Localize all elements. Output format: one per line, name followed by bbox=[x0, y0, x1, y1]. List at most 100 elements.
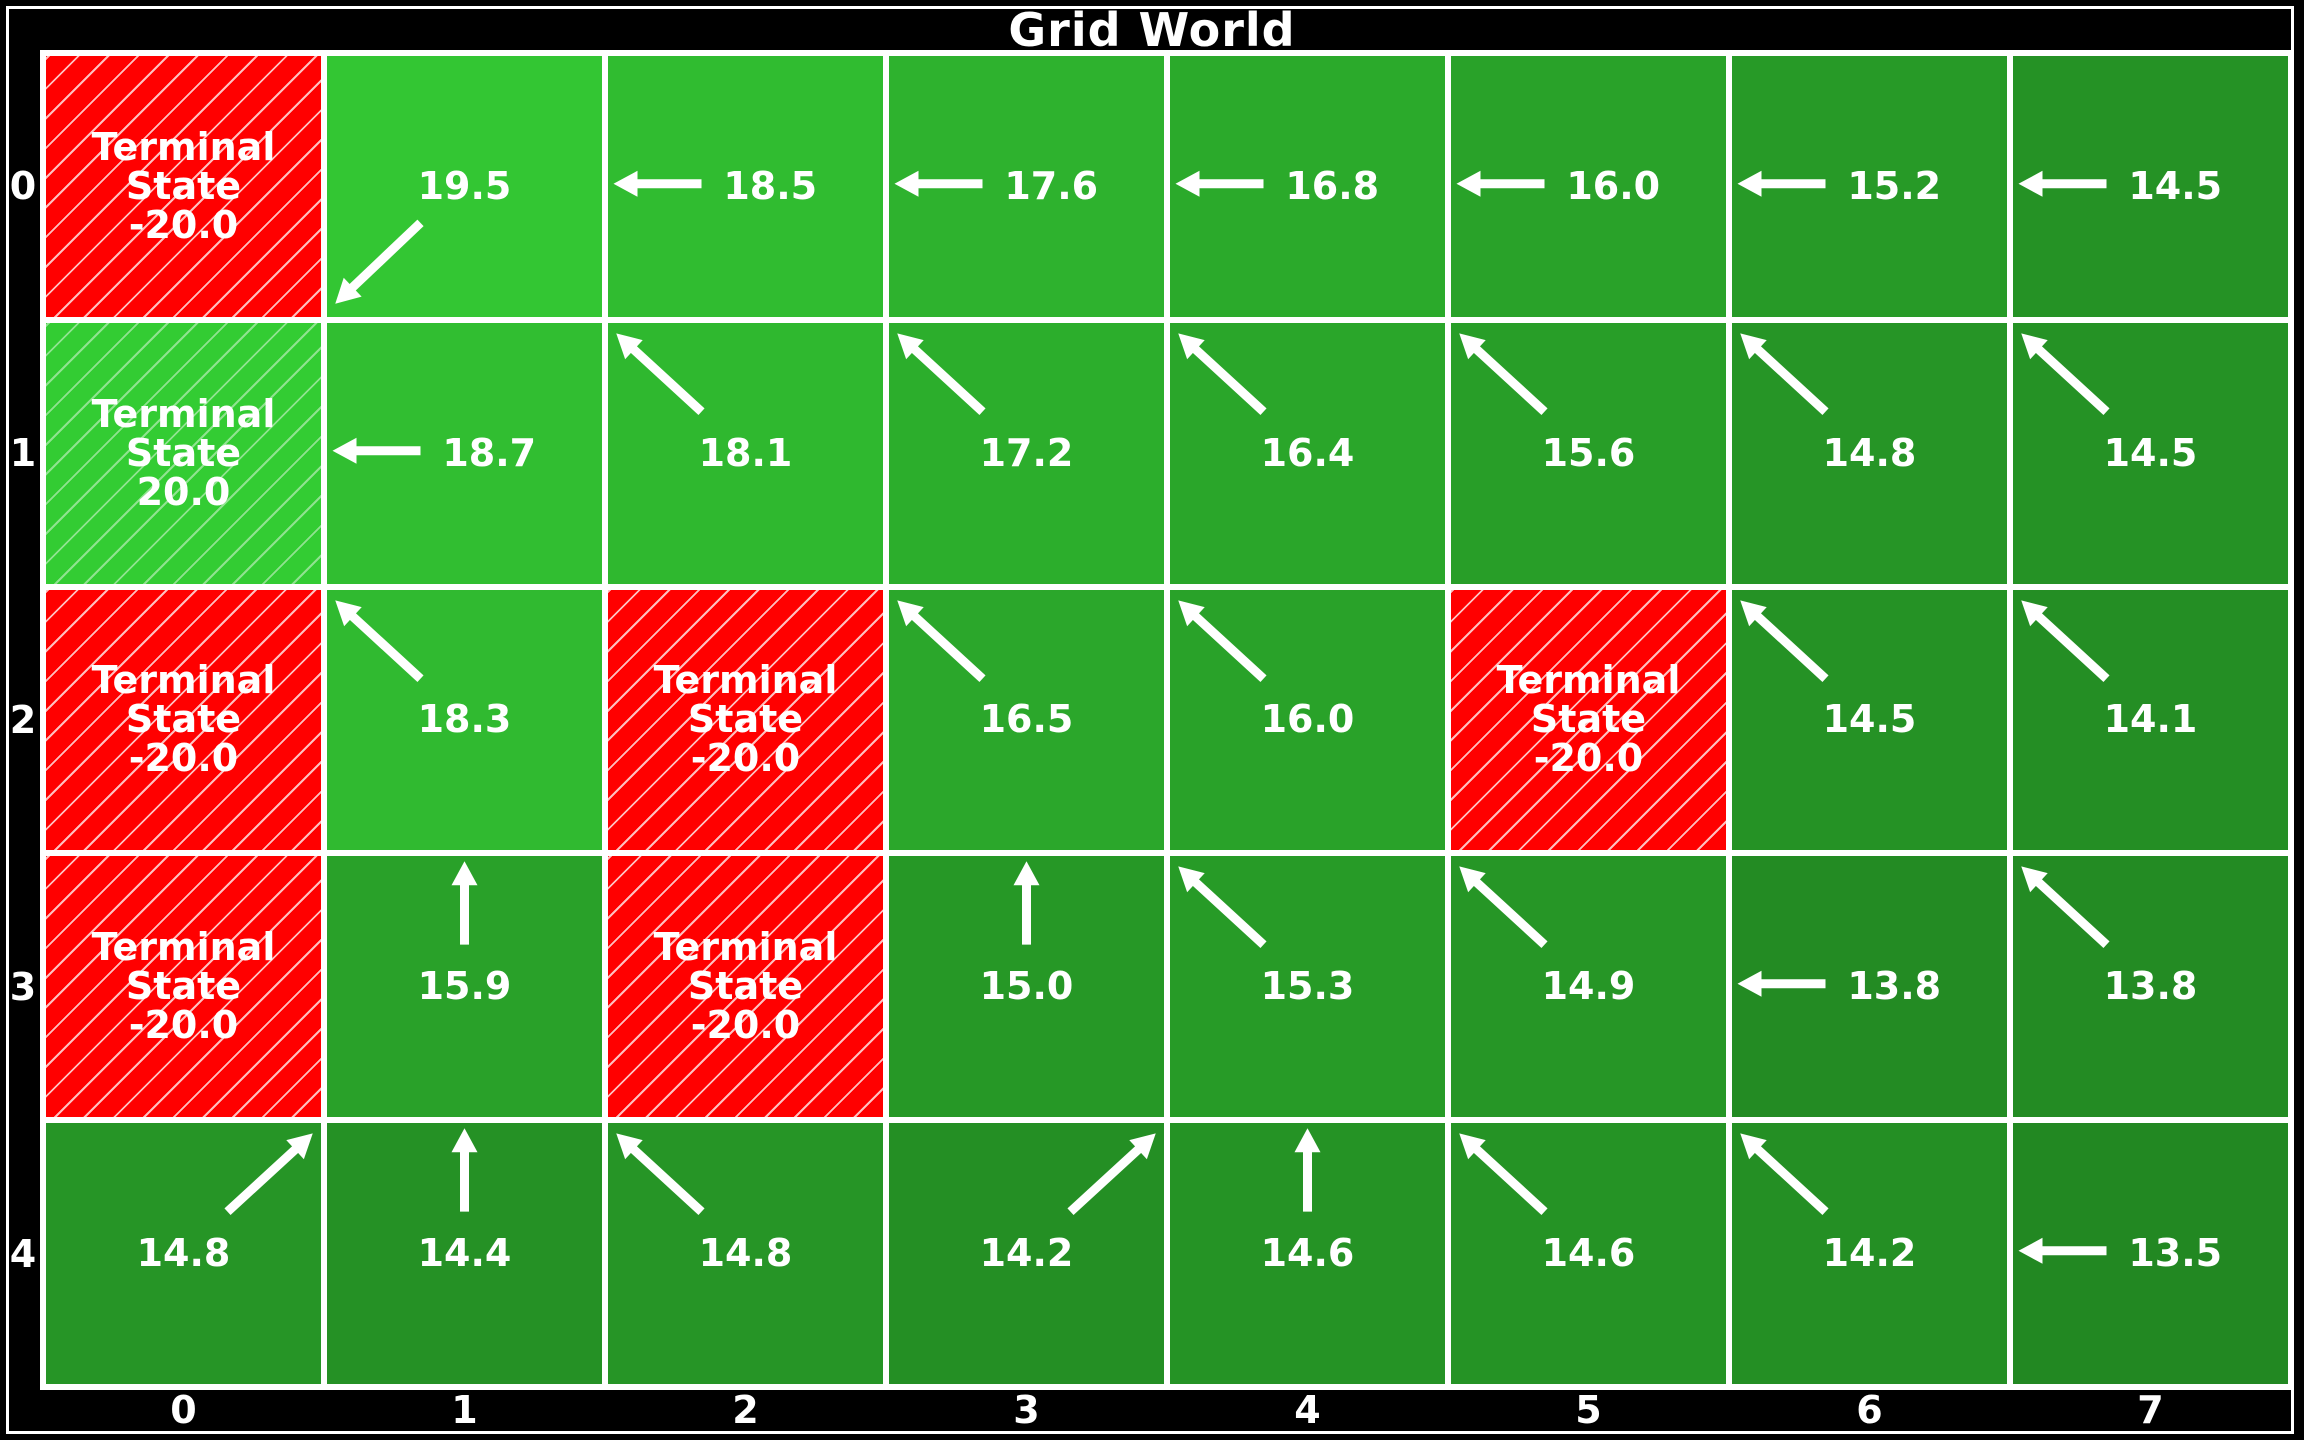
policy-arrow-head bbox=[451, 1128, 478, 1153]
policy-arrow-up-right-icon bbox=[1067, 1133, 1156, 1216]
policy-arrow-shaft bbox=[1067, 1145, 1143, 1216]
state-cell-1-3: 17.2 bbox=[889, 322, 1164, 584]
state-cell-4-3: 14.2 bbox=[889, 1123, 1164, 1384]
policy-arrow-up-left-icon bbox=[1740, 1133, 1829, 1216]
policy-arrow-head bbox=[894, 170, 919, 197]
state-value: 15.6 bbox=[1541, 430, 1636, 475]
policy-arrow-up-left-icon bbox=[335, 600, 424, 682]
policy-arrow-head bbox=[286, 1133, 313, 1160]
state-value: 16.4 bbox=[1260, 430, 1355, 475]
state-cell-3-5: 14.9 bbox=[1451, 856, 1726, 1118]
policy-arrow-head bbox=[1459, 333, 1486, 360]
policy-arrow-up-left-icon bbox=[2021, 600, 2110, 682]
policy-arrow-up-left-icon bbox=[1178, 866, 1267, 949]
policy-arrow-head bbox=[2021, 600, 2048, 626]
policy-arrow-head bbox=[1459, 1133, 1486, 1160]
state-value: 16.8 bbox=[1285, 163, 1380, 208]
policy-arrow-up-icon bbox=[1294, 1128, 1321, 1212]
state-value: 14.6 bbox=[1541, 1231, 1636, 1276]
state-value: 18.5 bbox=[723, 163, 818, 208]
terminal-label: Terminal State -20.0 bbox=[653, 925, 838, 1048]
policy-arrow-head bbox=[2018, 170, 2043, 197]
policy-arrow-up-left-icon bbox=[897, 600, 986, 682]
terminal-cell-1-0: Terminal State 20.0 bbox=[46, 322, 321, 584]
policy-arrow-shaft bbox=[629, 344, 705, 415]
policy-arrow-up-left-icon bbox=[2021, 866, 2110, 949]
terminal-cell-2-0: Terminal State -20.0 bbox=[46, 589, 321, 851]
y-tick-label: 1 bbox=[9, 431, 37, 476]
state-cell-1-6: 14.8 bbox=[1732, 322, 2007, 584]
policy-arrow-head bbox=[1129, 1133, 1156, 1160]
state-value: 16.5 bbox=[979, 697, 1074, 742]
terminal-label: Terminal State -20.0 bbox=[91, 925, 276, 1048]
policy-arrow-up-left-icon bbox=[1178, 333, 1267, 415]
policy-arrow-up-left-icon bbox=[1740, 600, 1829, 682]
policy-arrow-head bbox=[1175, 170, 1200, 197]
terminal-label: Terminal State -20.0 bbox=[91, 124, 276, 247]
policy-arrow-left-icon bbox=[1737, 971, 1826, 998]
policy-arrow-head bbox=[451, 861, 478, 886]
x-tick-label: 6 bbox=[1856, 1388, 1883, 1432]
state-value: 14.5 bbox=[1822, 697, 1917, 742]
policy-arrow-shaft bbox=[1191, 344, 1267, 415]
state-value: 14.5 bbox=[2103, 430, 2198, 475]
y-tick-label: 2 bbox=[9, 698, 37, 742]
policy-arrow-up-left-icon bbox=[1459, 866, 1548, 949]
policy-arrow-head bbox=[1178, 333, 1205, 360]
policy-arrow-left-icon bbox=[1737, 170, 1826, 197]
state-cell-1-4: 16.4 bbox=[1170, 322, 1445, 584]
policy-arrow-down-left-icon bbox=[335, 219, 424, 304]
policy-arrow-shaft bbox=[910, 344, 986, 415]
state-cell-0-3: 17.6 bbox=[889, 56, 1164, 317]
policy-arrow-head bbox=[1178, 866, 1205, 893]
state-cell-4-5: 14.6 bbox=[1451, 1123, 1726, 1384]
policy-arrow-head bbox=[1740, 1133, 1767, 1160]
state-value: 14.5 bbox=[2128, 163, 2223, 208]
state-cell-3-1: 15.9 bbox=[327, 856, 602, 1118]
policy-arrow-head bbox=[1456, 170, 1481, 197]
state-cell-4-2: 14.8 bbox=[608, 1123, 883, 1384]
grid-world: Terminal State -20.0 19.5 18.5 17.6 16.8 16.0… bbox=[40, 50, 2294, 1390]
x-tick-label: 1 bbox=[451, 1388, 478, 1432]
state-cell-1-1: 18.7 bbox=[327, 322, 602, 584]
x-tick-label: 7 bbox=[2137, 1388, 2164, 1432]
state-cell-1-7: 14.5 bbox=[2013, 322, 2288, 584]
policy-arrow-shaft bbox=[1753, 611, 1829, 682]
policy-arrow-shaft bbox=[1753, 344, 1829, 415]
policy-arrow-head bbox=[1294, 1128, 1321, 1153]
policy-arrow-head bbox=[2021, 333, 2048, 360]
policy-arrow-head bbox=[2018, 1237, 2043, 1264]
state-cell-2-3: 16.5 bbox=[889, 589, 1164, 851]
policy-arrow-left-icon bbox=[332, 437, 421, 464]
state-cell-4-6: 14.2 bbox=[1732, 1123, 2007, 1384]
policy-arrow-head bbox=[1459, 866, 1486, 893]
state-cell-3-7: 13.8 bbox=[2013, 856, 2288, 1118]
state-value: 16.0 bbox=[1566, 163, 1661, 208]
policy-arrow-up-left-icon bbox=[1459, 333, 1548, 415]
state-cell-4-7: 13.5 bbox=[2013, 1123, 2288, 1384]
x-tick-label: 3 bbox=[1013, 1388, 1040, 1432]
state-cell-4-0: 14.8 bbox=[46, 1123, 321, 1384]
policy-arrow-up-left-icon bbox=[2021, 333, 2110, 415]
policy-arrow-shaft bbox=[910, 611, 986, 682]
policy-arrow-shaft bbox=[2034, 878, 2110, 949]
state-cell-3-4: 15.3 bbox=[1170, 856, 1445, 1118]
policy-arrow-head bbox=[616, 333, 643, 360]
policy-arrow-up-left-icon bbox=[1459, 1133, 1548, 1216]
policy-arrow-head bbox=[1740, 333, 1767, 360]
state-value: 15.9 bbox=[417, 964, 512, 1009]
state-value: 13.5 bbox=[2128, 1231, 2223, 1276]
policy-arrow-head bbox=[613, 170, 638, 197]
terminal-cell-2-5: Terminal State -20.0 bbox=[1451, 589, 1726, 851]
state-value: 19.5 bbox=[417, 163, 512, 208]
x-tick-label: 0 bbox=[170, 1388, 197, 1432]
policy-arrow-up-left-icon bbox=[897, 333, 986, 415]
policy-arrow-shaft bbox=[2034, 344, 2110, 415]
state-cell-0-6: 15.2 bbox=[1732, 56, 2007, 317]
policy-arrow-left-icon bbox=[2018, 170, 2107, 197]
terminal-label: Terminal State -20.0 bbox=[91, 658, 276, 781]
policy-arrow-up-right-icon bbox=[224, 1133, 313, 1216]
state-value: 18.7 bbox=[442, 430, 537, 475]
x-tick-label: 2 bbox=[732, 1388, 759, 1432]
terminal-cell-2-2: Terminal State -20.0 bbox=[608, 589, 883, 851]
